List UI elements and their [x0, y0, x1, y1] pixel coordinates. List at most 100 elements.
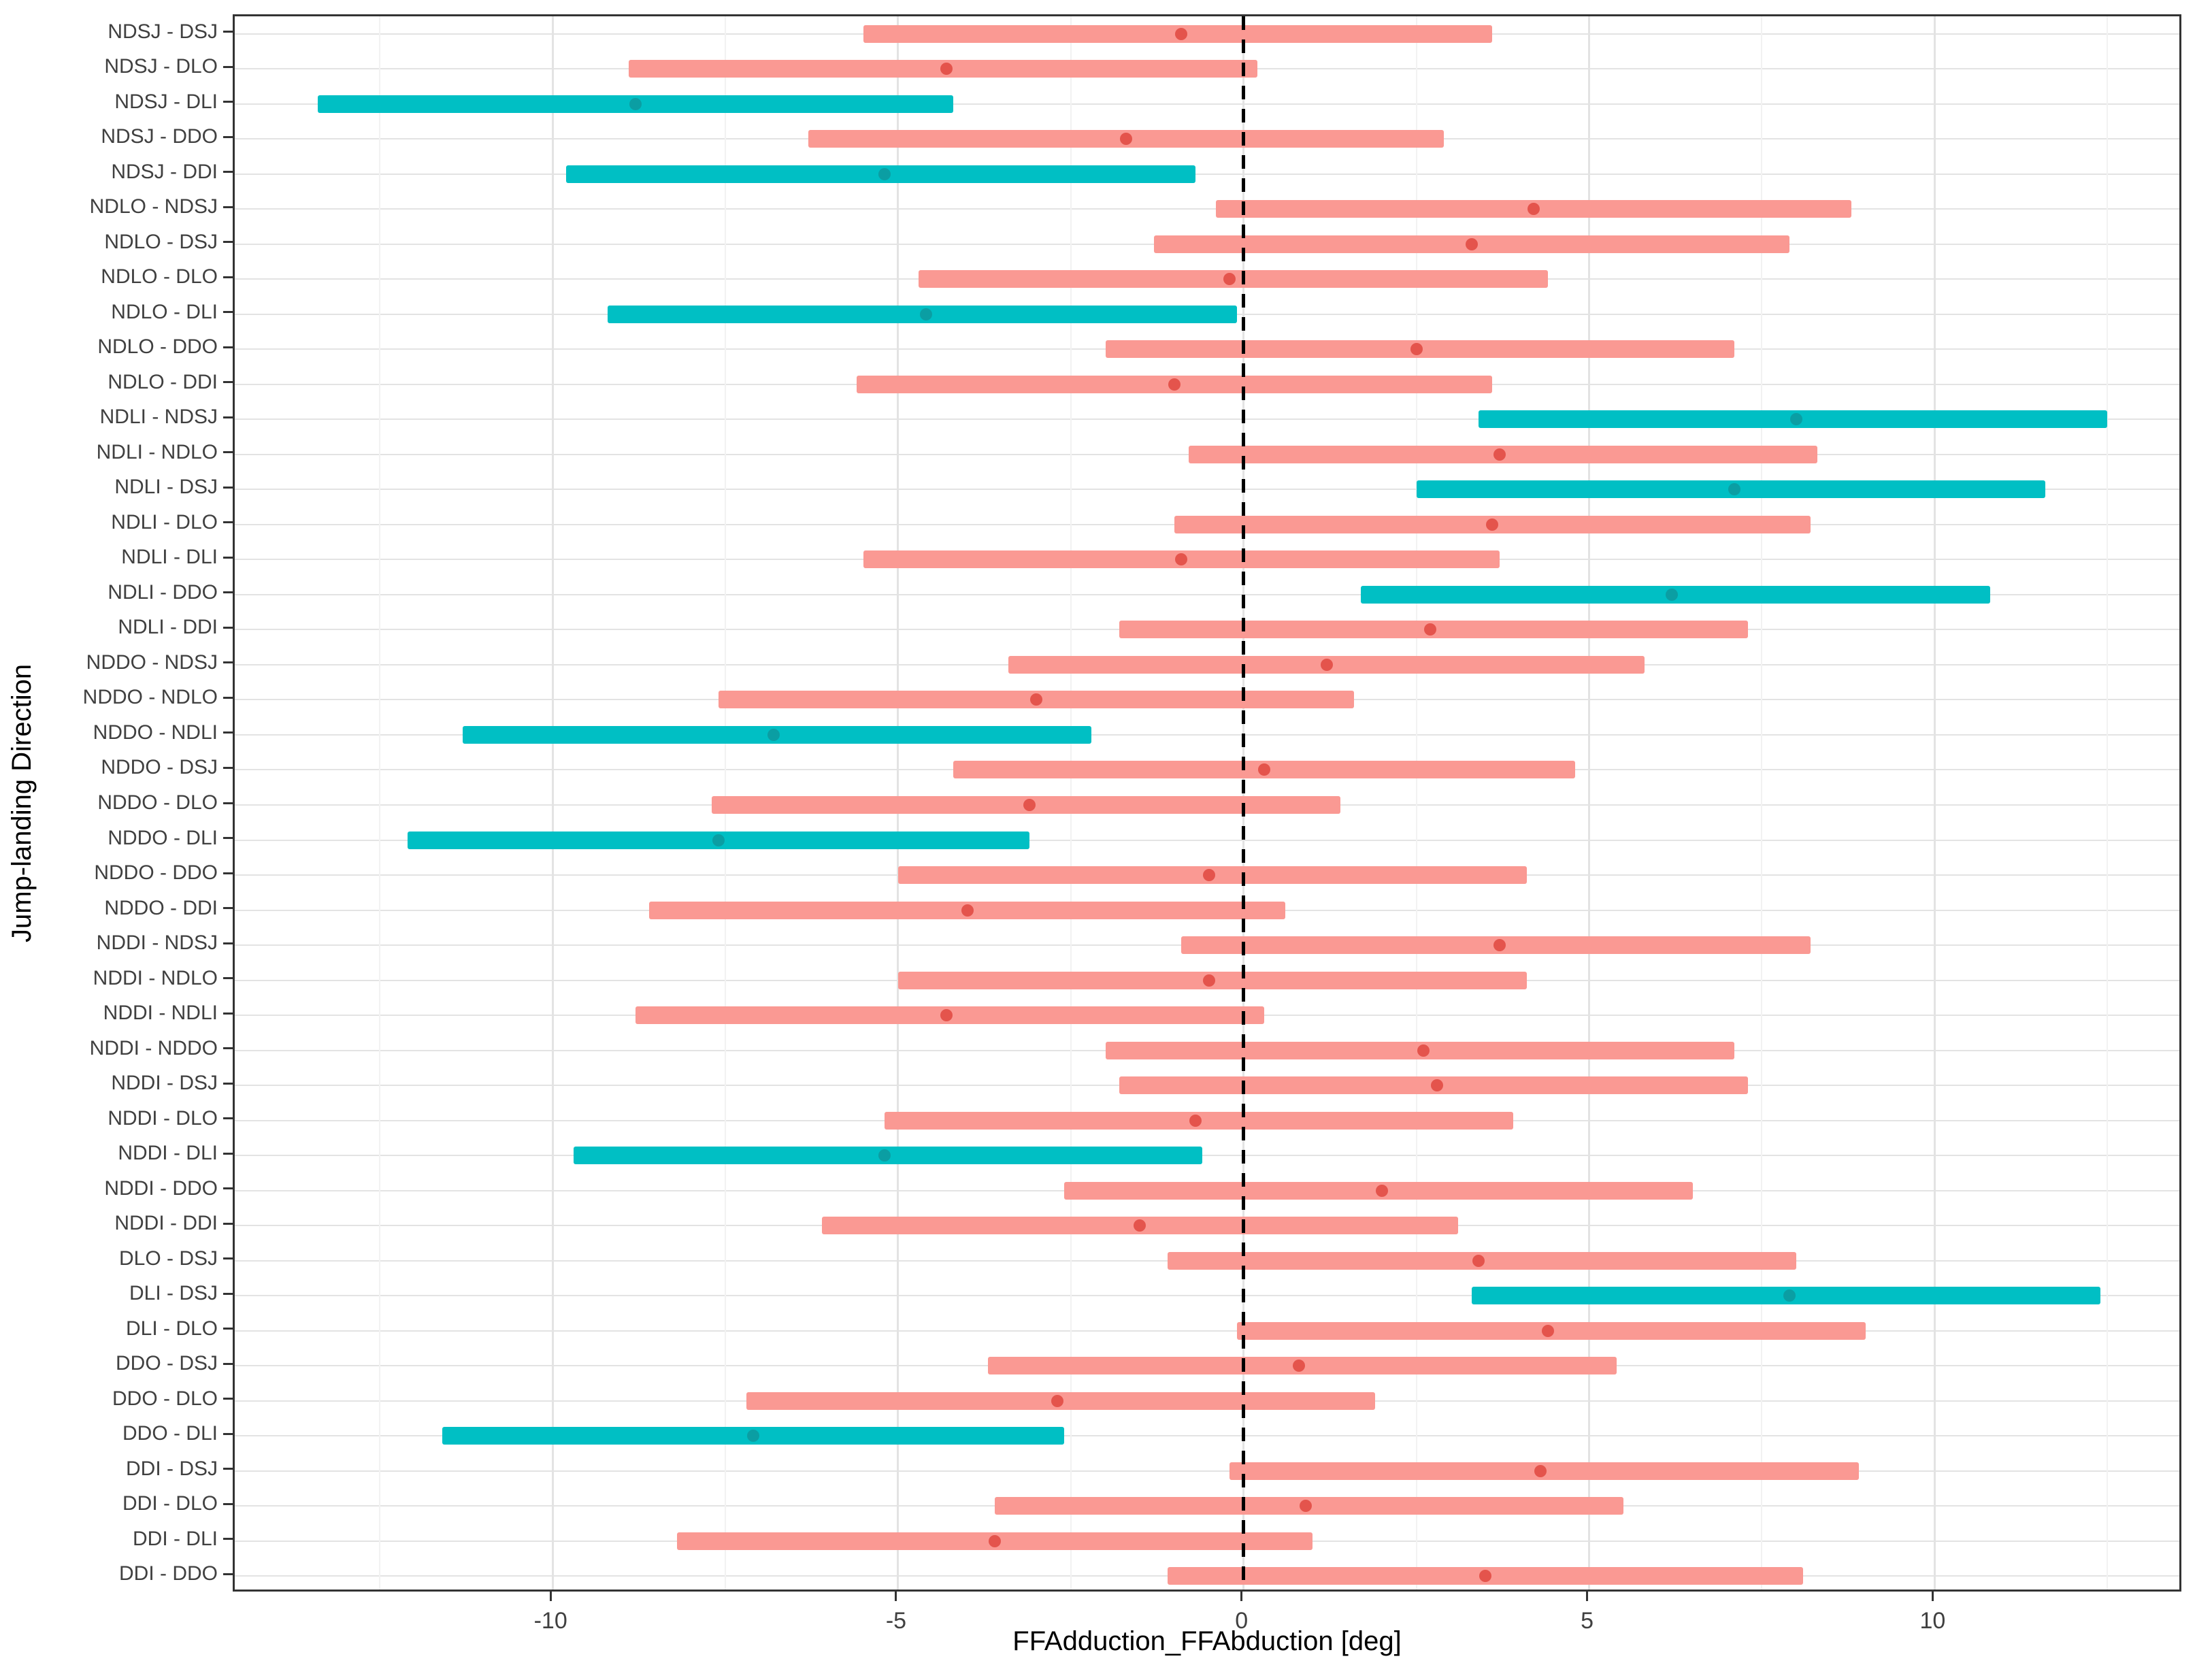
y-tick-mark	[223, 1117, 233, 1120]
y-tick-label: NDDO - DDO	[94, 861, 218, 885]
ci-point	[1417, 1044, 1430, 1057]
ci-point	[940, 63, 953, 76]
y-tick-mark	[223, 241, 233, 244]
y-tick-mark	[223, 1222, 233, 1225]
y-tick-mark	[223, 486, 233, 489]
ci-point	[1493, 448, 1506, 461]
h-gridline	[235, 1155, 2179, 1157]
y-tick-mark	[223, 837, 233, 839]
ci-point	[1666, 588, 1679, 601]
y-tick-mark	[223, 31, 233, 33]
h-gridline	[235, 173, 2179, 175]
y-tick-label: NDLI - DLO	[111, 510, 218, 533]
ci-point	[1030, 693, 1043, 706]
y-tick-mark	[223, 205, 233, 208]
y-tick-label: NDLO - NDSJ	[89, 195, 218, 218]
y-tick-label: NDLI - DDI	[118, 616, 218, 639]
y-tick-label: NDDO - NDSJ	[86, 651, 218, 674]
ci-point	[1023, 799, 1036, 811]
ci-point	[961, 904, 974, 917]
y-tick-mark	[223, 1292, 233, 1295]
y-tick-label: NDDI - NDLI	[103, 1002, 218, 1025]
ci-point	[1320, 658, 1333, 671]
ci-point	[767, 728, 780, 741]
ci-point	[989, 1534, 1002, 1547]
ci-point	[878, 167, 891, 180]
x-tick-label: -10	[533, 1608, 567, 1634]
y-tick-mark	[223, 1502, 233, 1505]
y-tick-mark	[223, 1012, 233, 1015]
y-tick-mark	[223, 731, 233, 734]
y-tick-label: NDLO - DDO	[97, 335, 218, 359]
h-gridline	[235, 1435, 2179, 1437]
ci-point	[1479, 1570, 1492, 1583]
ci-point	[1783, 1289, 1796, 1302]
y-tick-label: NDLI - DLI	[121, 546, 218, 569]
y-tick-label: NDLI - DSJ	[114, 476, 218, 499]
y-tick-label: NDSJ - DDO	[101, 125, 218, 148]
minor-v-gridline	[379, 16, 381, 1590]
h-gridline	[235, 1295, 2179, 1297]
x-tick-mark	[549, 1592, 552, 1601]
ci-point	[919, 308, 932, 320]
y-tick-label: DLI - DLO	[125, 1317, 218, 1340]
h-gridline	[235, 418, 2179, 421]
x-tick-label: 5	[1581, 1608, 1594, 1634]
y-tick-label: NDLI - NDSJ	[99, 406, 218, 429]
ci-point	[1528, 203, 1540, 216]
ci-point	[1175, 553, 1188, 566]
y-tick-mark	[223, 1047, 233, 1050]
y-tick-mark	[223, 1362, 233, 1365]
y-tick-mark	[223, 872, 233, 874]
y-tick-label: NDDI - DLO	[108, 1106, 218, 1130]
ci-point	[1168, 378, 1181, 391]
y-tick-label: NDDO - DDI	[104, 896, 218, 919]
y-tick-mark	[223, 1152, 233, 1155]
ci-point	[1203, 974, 1215, 987]
h-gridline	[235, 734, 2179, 736]
y-tick-mark	[223, 696, 233, 699]
ci-point	[1534, 1464, 1547, 1477]
ci-point	[1423, 623, 1436, 636]
y-tick-label: NDSJ - DLI	[114, 90, 218, 113]
h-gridline	[235, 1470, 2179, 1472]
y-tick-mark	[223, 1257, 233, 1260]
minor-v-gridline	[1761, 16, 1763, 1590]
ci-point	[1258, 763, 1271, 776]
y-tick-mark	[223, 451, 233, 454]
y-tick-label: NDDO - NDLO	[82, 686, 218, 709]
y-tick-mark	[223, 521, 233, 524]
minor-v-gridline	[2107, 16, 2109, 1590]
y-tick-mark	[223, 591, 233, 594]
y-tick-label: DDI - DLO	[122, 1492, 218, 1515]
ci-point	[1120, 133, 1133, 146]
y-tick-mark	[223, 766, 233, 769]
y-tick-label: NDLI - NDLO	[96, 440, 218, 463]
y-tick-label: NDSJ - DSJ	[108, 20, 218, 43]
ci-point	[1431, 1079, 1444, 1092]
ci-point	[878, 1149, 891, 1162]
ci-point	[1051, 1394, 1063, 1407]
y-tick-mark	[223, 135, 233, 138]
y-tick-label: NDDO - DLO	[97, 791, 218, 814]
ci-point	[1175, 27, 1188, 40]
major-v-gridline	[551, 16, 554, 1590]
y-tick-mark	[223, 1468, 233, 1470]
y-tick-label: DDI - DSJ	[126, 1457, 218, 1480]
y-tick-label: NDDI - DLI	[118, 1142, 218, 1165]
h-gridline	[235, 839, 2179, 841]
h-gridline	[235, 593, 2179, 595]
y-tick-label: NDDI - NDDO	[89, 1036, 218, 1059]
h-gridline	[235, 208, 2179, 210]
ci-point	[1486, 518, 1499, 531]
ci-point	[1493, 939, 1506, 952]
ci-point	[1472, 1254, 1485, 1267]
y-tick-mark	[223, 276, 233, 278]
x-tick-label: 10	[1919, 1608, 1946, 1634]
y-tick-mark	[223, 381, 233, 384]
y-tick-label: NDDI - NDSJ	[96, 932, 218, 955]
ci-point	[1541, 1324, 1554, 1337]
y-tick-mark	[223, 1328, 233, 1330]
y-tick-mark	[223, 1398, 233, 1400]
major-v-gridline	[1588, 16, 1591, 1590]
